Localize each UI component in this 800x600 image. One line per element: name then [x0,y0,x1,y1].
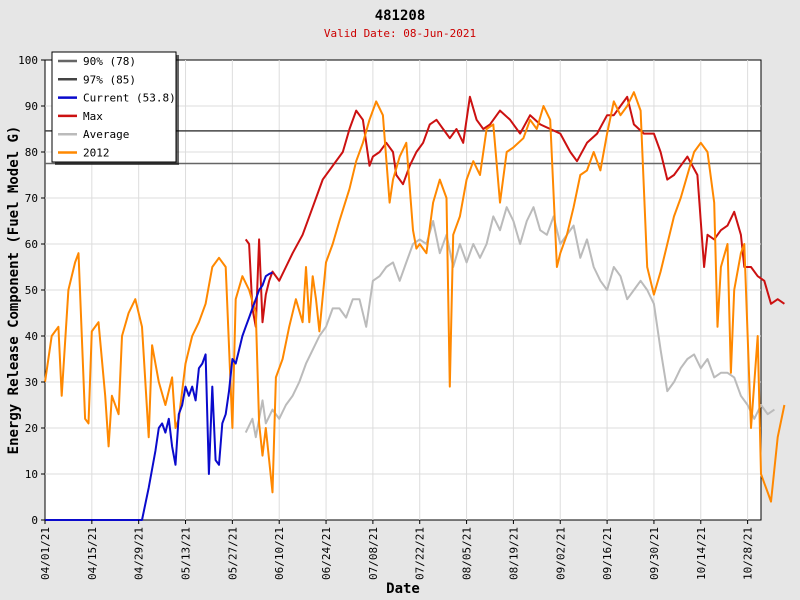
series-lines [44,91,786,521]
x-tick-label: 10/14/21 [695,527,708,580]
y-tick-label: 70 [25,192,38,205]
y-tick-label: 60 [25,238,38,251]
series-line [45,271,273,521]
y-tick-label: 50 [25,284,38,297]
chart-subtitle: Valid Date: 08-Jun-2021 [324,27,476,40]
x-tick-label: 04/29/21 [133,527,146,580]
x-tick-label: 09/02/21 [554,527,567,580]
x-axis-label: Date [386,581,420,597]
x-tick-label: 04/15/21 [86,527,99,580]
y-axis-label: Energy Release Component (Fuel Model G) [6,126,22,455]
legend: 90% (78) 97% (85) Current (53.8) Max Average… [51,51,179,165]
y-tick-label: 40 [25,330,38,343]
legend-label: Current (53.8) [83,92,176,105]
x-axis-ticks: 04/01/21 04/15/21 04/29/21 05/13/21 05/27/21… [39,520,755,580]
y-tick-label: 0 [31,514,38,527]
legend-label: Max [83,110,103,123]
x-tick-label: 05/27/21 [226,527,239,580]
x-tick-label: 10/28/21 [742,527,755,580]
legend-label: Average [83,128,129,141]
series-line [44,91,786,503]
series-line [244,95,785,328]
x-tick-label: 04/01/21 [39,527,52,580]
y-tick-label: 10 [25,468,38,481]
x-tick-label: 09/16/21 [601,527,614,580]
y-tick-label: 30 [25,376,38,389]
x-tick-label: 06/24/21 [320,527,333,580]
y-axis-ticks: 0 10 20 30 40 50 60 70 80 90 100 [18,54,45,527]
y-tick-label: 90 [25,100,38,113]
y-tick-label: 20 [25,422,38,435]
x-tick-label: 09/30/21 [648,527,661,580]
series-line [244,206,775,439]
legend-box [51,51,177,163]
x-tick-label: 05/13/21 [180,527,193,580]
legend-label: 97% (85) [83,73,136,86]
y-tick-label: 80 [25,146,38,159]
x-tick-label: 07/22/21 [414,527,427,580]
y-tick-label: 100 [18,54,38,67]
x-tick-label: 06/10/21 [273,527,286,580]
x-tick-label: 08/19/21 [507,527,520,580]
legend-label: 90% (78) [83,55,136,68]
x-tick-label: 08/05/21 [461,527,474,580]
x-tick-label: 07/08/21 [367,527,380,580]
legend-label: 2012 [83,147,110,160]
chart-title: 481208 [375,8,426,24]
